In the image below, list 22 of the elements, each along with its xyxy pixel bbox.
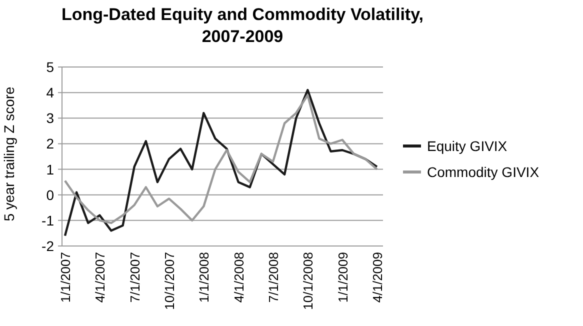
y-tick-label: 3 (46, 110, 54, 126)
x-tick-label: 1/1/2009 (335, 252, 350, 303)
y-tick-label: -1 (42, 212, 54, 228)
y-tick-label: 1 (46, 161, 54, 178)
chart-title: Long-Dated Equity and Commodity Volatility, 2007-2009 (61, 5, 424, 46)
x-tick-label: 10/1/2007 (162, 252, 177, 310)
x-tick-label: 7/1/2007 (127, 252, 142, 303)
y-tick-label: 5 (46, 59, 54, 75)
x-tick-label: 4/1/2008 (231, 252, 246, 303)
y-tick-label: 4 (46, 84, 54, 101)
y-tick-label: 2 (46, 136, 54, 152)
y-axis-title: 5 year trailing Z score (1, 86, 17, 222)
y-tick-label: -2 (42, 238, 54, 254)
x-tick-label: 7/1/2008 (266, 252, 281, 303)
legend-label: Commodity GIVIX (427, 164, 540, 180)
x-tick-label: 1/1/2007 (58, 252, 73, 303)
x-tick-label: 4/1/2009 (370, 252, 385, 303)
legend-label: Equity GIVIX (427, 138, 508, 154)
y-tick-label: 0 (46, 186, 54, 203)
x-tick-label: 1/1/2008 (196, 252, 212, 303)
x-tick-label: 4/1/2007 (92, 252, 108, 303)
x-tick-label: 10/1/2008 (300, 252, 316, 310)
